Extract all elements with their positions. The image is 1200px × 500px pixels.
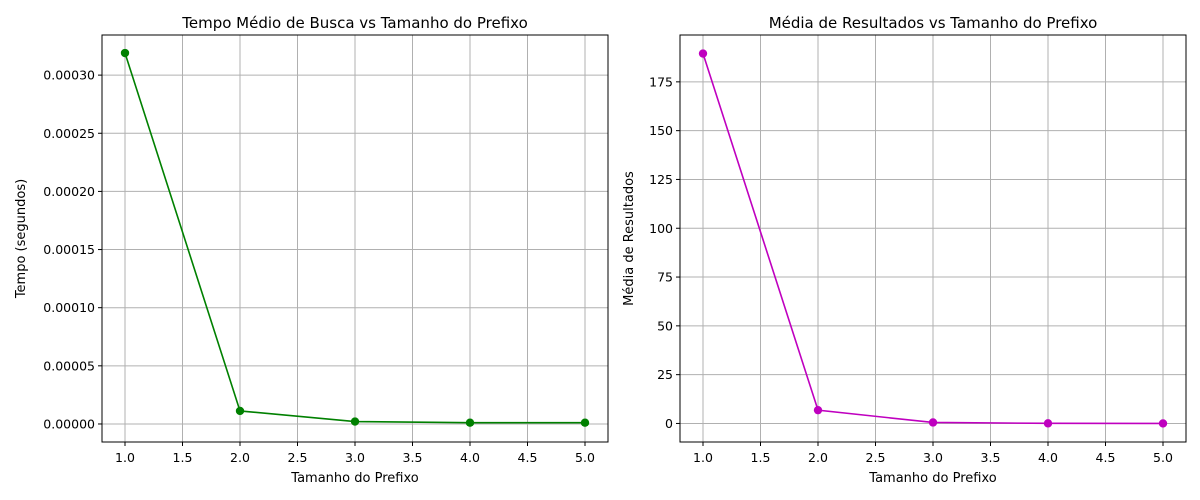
x-tick-label: 2.5 bbox=[866, 450, 886, 465]
chart-title: Tempo Médio de Busca vs Tamanho do Prefi… bbox=[181, 14, 528, 32]
data-point bbox=[698, 49, 708, 58]
y-tick-label: 125 bbox=[649, 172, 673, 187]
y-tick-label: 0.00015 bbox=[43, 242, 95, 257]
x-tick-label: 3.5 bbox=[981, 450, 1001, 465]
y-tick-label: 75 bbox=[657, 270, 673, 285]
x-tick-label: 3.0 bbox=[345, 450, 365, 465]
chart-search-time: 1.0 1.5 2.0 2.5 3.0 3.5 4.0 4.5 5.0 0.00000 0.0000… bbox=[14, 14, 609, 486]
x-tick-label: 3.5 bbox=[403, 450, 423, 465]
data-point bbox=[1043, 419, 1053, 428]
data-point bbox=[813, 405, 823, 415]
y-tick-label: 25 bbox=[657, 367, 673, 382]
y-axis-label: Tempo (segundos) bbox=[14, 179, 29, 299]
y-tick-label: 100 bbox=[649, 221, 673, 236]
y-tick-label: 0.00000 bbox=[43, 416, 95, 431]
x-tick-label: 1.0 bbox=[115, 450, 135, 465]
x-tick-label: 4.5 bbox=[1096, 450, 1116, 465]
y-tick-label: 175 bbox=[649, 74, 673, 89]
x-tick-label: 4.5 bbox=[518, 450, 538, 465]
y-tick-label: 0.00030 bbox=[43, 68, 95, 83]
y-tick-label: 0 bbox=[665, 416, 673, 431]
x-tick-label: 4.0 bbox=[1038, 450, 1058, 465]
x-tick-label: 1.5 bbox=[173, 450, 193, 465]
x-axis-label: Tamanho do Prefixo bbox=[868, 471, 996, 486]
y-tick-label: 0.00005 bbox=[43, 358, 95, 373]
x-tick-label: 2.5 bbox=[288, 450, 308, 465]
data-point bbox=[1158, 419, 1168, 428]
data-point bbox=[120, 48, 130, 58]
y-tick-label: 50 bbox=[657, 318, 673, 333]
x-tick-label: 2.0 bbox=[808, 450, 828, 465]
y-tick-label: 150 bbox=[649, 123, 673, 138]
data-point bbox=[350, 417, 360, 426]
x-tick-label: 4.0 bbox=[460, 450, 480, 465]
x-tick-label: 3.0 bbox=[923, 450, 943, 465]
x-tick-label: 2.0 bbox=[230, 450, 250, 465]
data-point bbox=[928, 418, 938, 427]
chart-title: Média de Resultados vs Tamanho do Prefix… bbox=[769, 14, 1098, 32]
x-tick-label: 1.5 bbox=[751, 450, 771, 465]
y-tick-label: 0.00020 bbox=[43, 184, 95, 199]
x-tick-label: 5.0 bbox=[575, 450, 595, 465]
x-tick-label: 1.0 bbox=[693, 450, 713, 465]
y-tick-label: 0.00025 bbox=[43, 126, 95, 141]
chart-average-results: 1.0 1.5 2.0 2.5 3.0 3.5 4.0 4.5 5.0 0 25 50 75 100 125… bbox=[622, 14, 1187, 486]
data-point bbox=[465, 418, 475, 427]
y-axis-label: Média de Resultados bbox=[622, 171, 637, 306]
x-axis-label: Tamanho do Prefixo bbox=[290, 471, 418, 486]
data-point bbox=[235, 406, 245, 416]
y-tick-label: 0.00010 bbox=[43, 300, 95, 315]
data-point bbox=[580, 418, 590, 427]
x-tick-label: 5.0 bbox=[1153, 450, 1173, 465]
